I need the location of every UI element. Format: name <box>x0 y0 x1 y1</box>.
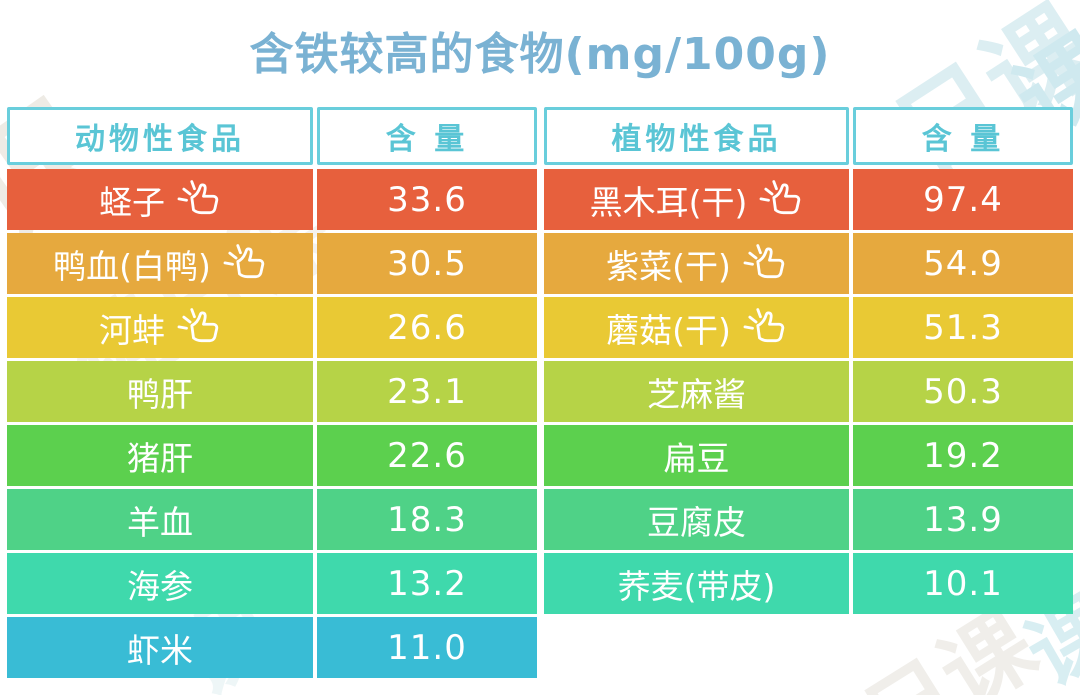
cell-animal-food: 鸭肝 <box>7 361 313 422</box>
thumbs-up-icon <box>741 306 787 346</box>
table-row: 鸭血(白鸭) 30.5 紫菜(干) 54.9 <box>7 233 1073 294</box>
cell-animal-value: 22.6 <box>317 425 537 486</box>
plant-food-name: 荞麦(带皮) <box>617 566 776 606</box>
animal-food-name: 海参 <box>127 566 193 606</box>
header-animal-amount: 含 量 <box>317 107 537 165</box>
cell-plant-food <box>544 617 849 678</box>
header-plant-amount: 含 量 <box>853 107 1073 165</box>
cell-animal-value: 23.1 <box>317 361 537 422</box>
cell-plant-food: 荞麦(带皮) <box>544 553 849 614</box>
table-row: 猪肝 22.6 扁豆 19.2 <box>7 425 1073 486</box>
cell-plant-value: 54.9 <box>853 233 1073 294</box>
animal-food-name: 鸭肝 <box>127 374 193 414</box>
cell-animal-value: 11.0 <box>317 617 537 678</box>
table-row: 蛏子 33.6 黑木耳(干) 97.4 <box>7 169 1073 230</box>
cell-plant-value: 10.1 <box>853 553 1073 614</box>
cell-animal-food: 河蚌 <box>7 297 313 358</box>
cell-animal-value: 18.3 <box>317 489 537 550</box>
table-row: 河蚌 26.6 蘑菇(干) 51.3 <box>7 297 1073 358</box>
cell-animal-food: 虾米 <box>7 617 313 678</box>
cell-plant-value: 50.3 <box>853 361 1073 422</box>
animal-food-name: 虾米 <box>127 630 193 670</box>
thumbs-up-icon <box>175 178 221 218</box>
cell-animal-value: 26.6 <box>317 297 537 358</box>
cell-plant-food: 豆腐皮 <box>544 489 849 550</box>
cell-plant-value: 19.2 <box>853 425 1073 486</box>
cell-animal-value: 13.2 <box>317 553 537 614</box>
plant-food-name: 蘑菇(干) <box>606 310 731 350</box>
plant-food-name: 紫菜(干) <box>606 246 731 286</box>
cell-plant-food: 黑木耳(干) <box>544 169 849 230</box>
header-animal-foods: 动物性食品 <box>7 107 313 165</box>
animal-food-name: 蛏子 <box>99 182 165 222</box>
thumbs-up-icon <box>221 242 267 282</box>
plant-food-name: 扁豆 <box>663 438 730 478</box>
animal-food-name: 河蚌 <box>99 310 165 350</box>
page-title: 含铁较高的食物(mg/100g) <box>249 29 831 80</box>
thumbs-up-icon <box>757 178 803 218</box>
table-row: 虾米 11.0 <box>7 617 1073 678</box>
table-row: 海参 13.2 荞麦(带皮) 10.1 <box>7 553 1073 614</box>
cell-animal-value: 33.6 <box>317 169 537 230</box>
cell-plant-value <box>853 617 1073 678</box>
table-row: 羊血 18.3 豆腐皮 13.9 <box>7 489 1073 550</box>
cell-plant-food: 蘑菇(干) <box>544 297 849 358</box>
cell-animal-food: 羊血 <box>7 489 313 550</box>
cell-plant-food: 紫菜(干) <box>544 233 849 294</box>
table-header-row: 动物性食品 含 量 植物性食品 含 量 <box>7 107 1073 165</box>
cell-animal-value: 30.5 <box>317 233 537 294</box>
cell-plant-food: 芝麻酱 <box>544 361 849 422</box>
plant-food-name: 芝麻酱 <box>647 374 746 414</box>
cell-animal-food: 鸭血(白鸭) <box>7 233 313 294</box>
cell-plant-value: 51.3 <box>853 297 1073 358</box>
cell-animal-food: 蛏子 <box>7 169 313 230</box>
animal-food-name: 鸭血(白鸭) <box>53 246 211 286</box>
table-body: 蛏子 33.6 黑木耳(干) 97.4 鸭血(白鸭) 30.5 紫菜(干) 54… <box>7 169 1073 678</box>
header-plant-foods: 植物性食品 <box>544 107 849 165</box>
animal-food-name: 猪肝 <box>127 438 193 478</box>
cell-plant-food: 扁豆 <box>544 425 849 486</box>
animal-food-name: 羊血 <box>127 502 193 542</box>
cell-animal-food: 海参 <box>7 553 313 614</box>
thumbs-up-icon <box>741 242 787 282</box>
cell-plant-value: 97.4 <box>853 169 1073 230</box>
iron-content-table: 动物性食品 含 量 植物性食品 含 量 蛏子 33.6 黑木耳(干) 97.4 … <box>7 107 1073 681</box>
plant-food-name: 豆腐皮 <box>647 502 746 542</box>
thumbs-up-icon <box>175 306 221 346</box>
plant-food-name: 黑木耳(干) <box>589 182 748 222</box>
cell-plant-value: 13.9 <box>853 489 1073 550</box>
table-row: 鸭肝 23.1 芝麻酱 50.3 <box>7 361 1073 422</box>
cell-animal-food: 猪肝 <box>7 425 313 486</box>
